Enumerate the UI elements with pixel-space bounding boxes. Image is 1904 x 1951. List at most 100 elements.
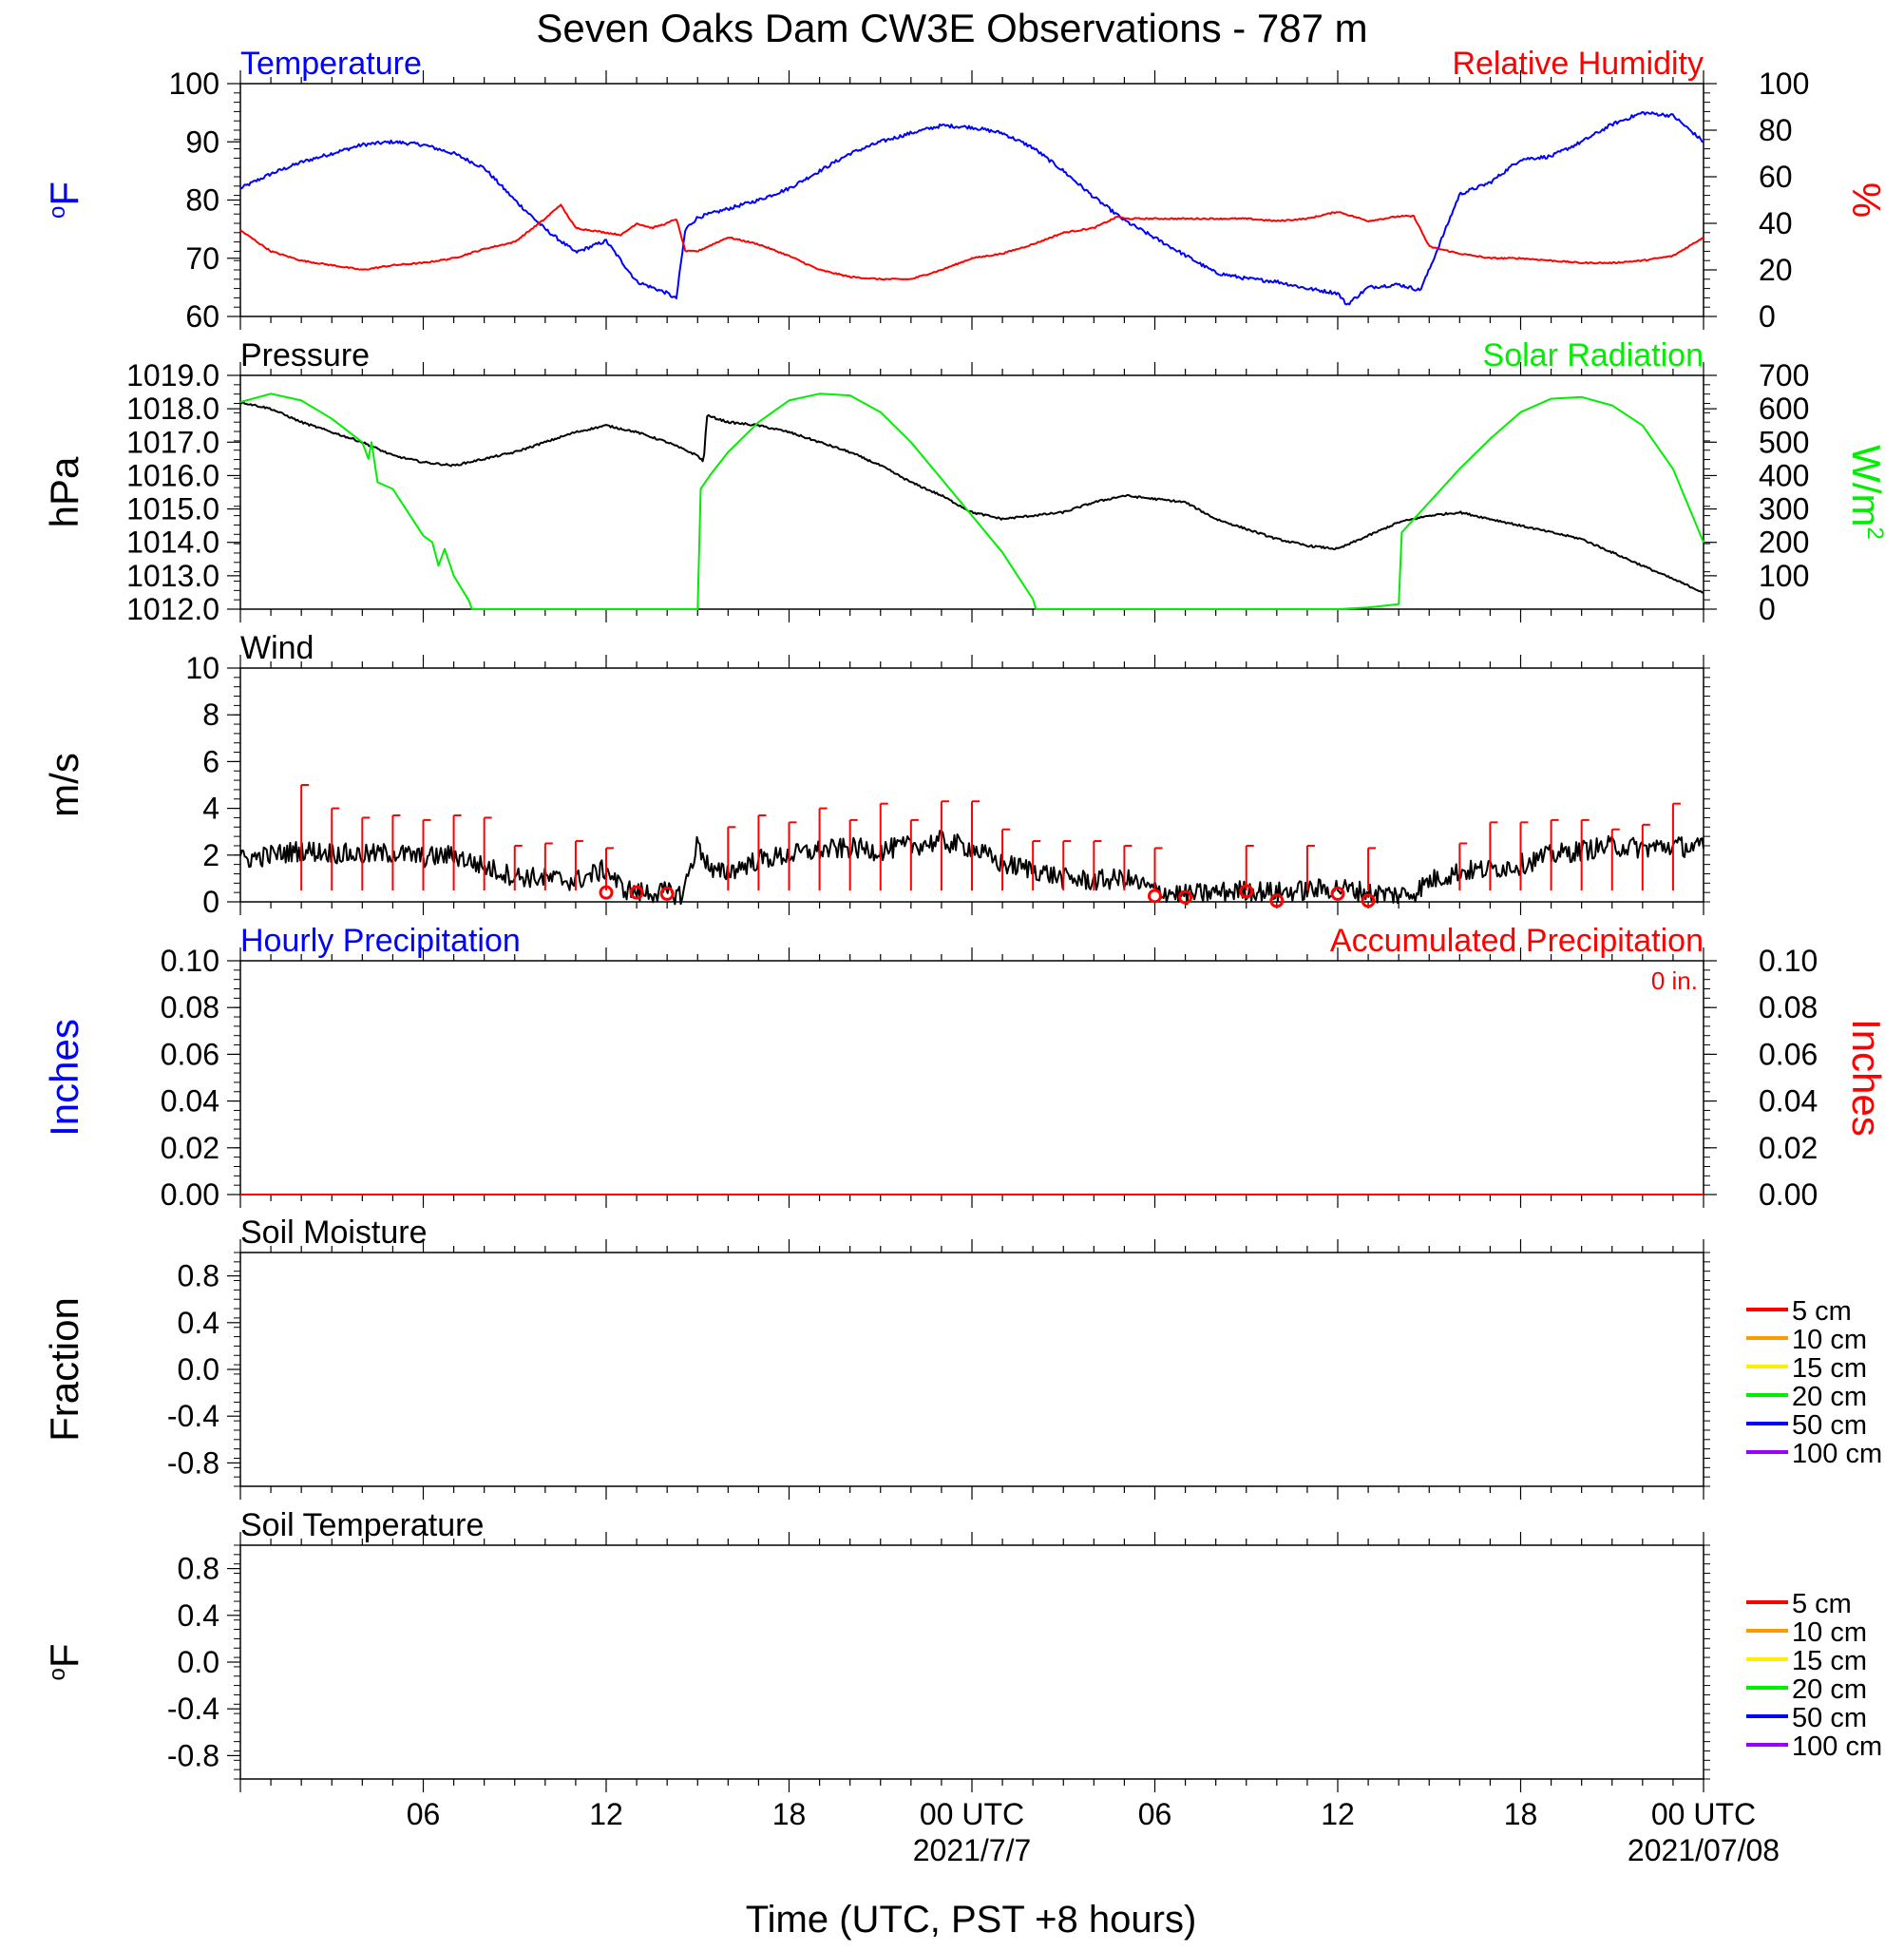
legend-label: 20 cm (1792, 1382, 1867, 1412)
legend-label: 10 cm (1792, 1325, 1867, 1355)
y-tick-label-left: 0.8 (178, 1259, 219, 1293)
x-tick-label: 00 UTC (920, 1797, 1024, 1831)
calm-wind-marker (1361, 893, 1376, 909)
y-tick-label-left: 0 (202, 885, 219, 919)
x-tick-label: 06 (1138, 1797, 1172, 1831)
x-tick-label: 06 (407, 1797, 441, 1831)
y-tick-label-right: 700 (1759, 358, 1809, 392)
legend-label: 10 cm (1792, 1617, 1867, 1648)
y-tick-label-right: 100 (1759, 67, 1809, 101)
y-tick-label-right: 0.08 (1759, 990, 1818, 1024)
calm-wind-marker (1178, 889, 1193, 905)
panel-title-right: Relative Humidity (1452, 46, 1704, 82)
y-axis-label-right: Inches (1844, 1019, 1889, 1137)
y-tick-label-right: 0.02 (1759, 1131, 1818, 1165)
legend-label: 100 cm (1792, 1439, 1882, 1469)
y-tick-label-left: 4 (202, 792, 219, 826)
y-tick-label-left: 70 (185, 241, 219, 276)
calm-wind-marker (599, 885, 614, 900)
x-tick-label: 00 UTC (1651, 1797, 1756, 1831)
x-tick-label: 12 (589, 1797, 623, 1831)
x-tick-date-label: 2021/07/08 (1628, 1833, 1780, 1867)
legend-label: 5 cm (1792, 1296, 1852, 1327)
y-tick-label-left: 0.08 (161, 990, 219, 1024)
panel-title-left: Soil Moisture (240, 1215, 428, 1251)
plot-frame (239, 83, 1704, 317)
y-tick-label-left: 1017.0 (126, 425, 219, 459)
y-axis-label-right: W/m2 (1844, 445, 1889, 540)
y-tick-label-left: 80 (185, 183, 219, 218)
y-tick-label-left: 2 (202, 838, 219, 872)
panel-title-right: Solar Radiation (1483, 337, 1704, 373)
calm-wind-marker (1269, 893, 1285, 909)
y-axis-label-left: oF (42, 182, 86, 219)
y-tick-label-left: 1019.0 (126, 358, 219, 392)
y-axis-label-left: m/s (42, 753, 86, 817)
y-tick-label-right: 40 (1759, 206, 1793, 240)
y-tick-label-left: 1014.0 (126, 526, 219, 560)
y-tick-label-left: 100 (169, 67, 219, 101)
panel-title-left: Pressure (240, 337, 370, 373)
soil-moisture-panel: 0.8 0.4 0.0 -0.4 -0.8 Soil Moisture Fraction 5 … (42, 1215, 1882, 1500)
calm-wind-marker (1330, 886, 1345, 901)
legend-label: 50 cm (1792, 1703, 1867, 1733)
y-tick-label-right: 400 (1759, 458, 1809, 492)
y-tick-label-left: 1018.0 (126, 392, 219, 426)
y-tick-label-right: 60 (1759, 160, 1793, 194)
y-tick-label-left: 0.02 (161, 1131, 219, 1165)
y-tick-label-left: 1015.0 (126, 492, 219, 526)
y-tick-label-right: 0 (1759, 592, 1776, 626)
y-tick-label-right: 100 (1759, 559, 1809, 593)
y-tick-label-right: 0.00 (1759, 1177, 1818, 1212)
calm-wind-marker (629, 885, 644, 900)
panel-title-left: Hourly Precipitation (240, 923, 521, 959)
legend-label: 50 cm (1792, 1410, 1867, 1441)
y-tick-label-right: 600 (1759, 392, 1809, 426)
panel-title-left: Wind (240, 630, 314, 666)
y-tick-label-right: 0 (1759, 299, 1776, 334)
y-axis-label-left: Fraction (42, 1297, 86, 1442)
calm-wind-marker (1148, 889, 1162, 904)
y-tick-label-left: 1013.0 (126, 559, 219, 593)
series-line-temperature (239, 111, 1704, 306)
plot-frame (239, 374, 1704, 610)
y-tick-label-right: 0.06 (1759, 1037, 1818, 1071)
plot-frame (239, 1544, 1704, 1780)
panel-title-left: Temperature (240, 46, 422, 82)
y-tick-label-right: 0.04 (1759, 1084, 1818, 1119)
y-tick-label-right: 200 (1759, 526, 1809, 560)
series-line-solar-radiation (239, 392, 1704, 610)
legend-label: 20 cm (1792, 1674, 1867, 1705)
y-tick-label-left: 0.0 (178, 1352, 219, 1387)
legend-label: 15 cm (1792, 1646, 1867, 1676)
x-tick-label: 12 (1321, 1797, 1355, 1831)
y-tick-label-right: 0.10 (1759, 944, 1818, 978)
legend-label: 15 cm (1792, 1353, 1867, 1384)
y-tick-label-left: 6 (202, 744, 219, 778)
series-line-pressure (239, 400, 1704, 594)
calm-wind-marker (1239, 884, 1254, 899)
wind-panel: 10 8 6 4 2 0 Wind m/s (42, 630, 1710, 919)
y-tick-label-left: 0.4 (178, 1306, 219, 1340)
panel-title-left: Soil Temperature (240, 1507, 484, 1543)
y-tick-label-right: 20 (1759, 253, 1793, 287)
y-tick-label-left: 0.8 (178, 1552, 219, 1586)
y-tick-label-left: 1016.0 (126, 458, 219, 492)
y-axis-label-left: hPa (42, 456, 86, 527)
y-tick-label-left: 1012.0 (126, 592, 219, 626)
y-axis-label-left: Inches (42, 1019, 86, 1137)
plot-frame (239, 960, 1704, 1195)
y-tick-label-left: -0.4 (167, 1399, 219, 1433)
temperature-humidity-panel: 100 90 80 70 60 100 80 60 40 20 0 Temperature Relati… (42, 46, 1889, 334)
x-tick-label: 18 (1504, 1797, 1538, 1831)
y-tick-label-left: 0.10 (161, 944, 219, 978)
y-tick-label-left: 60 (185, 299, 219, 334)
y-tick-label-left: -0.8 (167, 1738, 219, 1772)
pressure-solar-panel: 1019.01018.01017.01016.01015.01014.01013… (42, 337, 1889, 626)
series-line-relative-humidity (239, 203, 1704, 281)
y-tick-label-left: 0.0 (178, 1645, 219, 1679)
precipitation-panel: 0.10 0.08 0.06 0.04 0.02 0.00 0.10 0.08 0.06 0.04… (42, 923, 1889, 1212)
y-axis-label-left: oF (42, 1643, 86, 1680)
y-tick-label-left: 10 (185, 651, 219, 685)
